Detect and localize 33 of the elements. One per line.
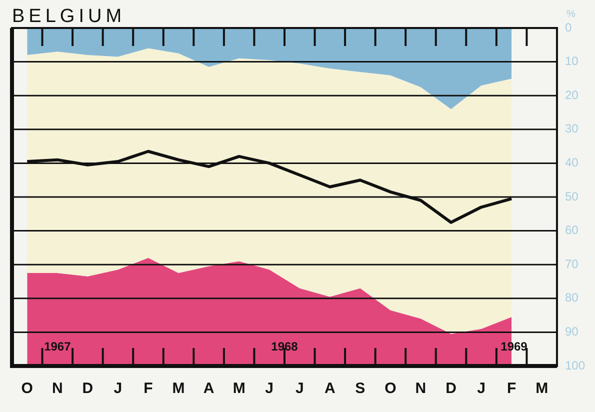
chart-title: BELGIUM xyxy=(12,6,126,28)
y-tick-label: 70 xyxy=(564,256,579,271)
y-tick-label: 0 xyxy=(564,20,572,34)
x-tick-label: S xyxy=(355,380,366,398)
x-tick-label: M xyxy=(172,380,185,398)
x-tick-label: D xyxy=(82,380,94,398)
y-tick-label: 60 xyxy=(564,223,579,238)
y-tick-label: 80 xyxy=(564,290,579,305)
y-tick-label: 20 xyxy=(564,88,579,102)
x-tick-label: M xyxy=(232,380,246,398)
y-tick-label: 50 xyxy=(564,189,579,204)
y-tick-label: 40 xyxy=(564,156,579,170)
x-tick-label: J xyxy=(265,380,274,398)
x-tick-label: J xyxy=(114,380,122,398)
x-tick-label: M xyxy=(536,380,548,398)
x-tick-label: F xyxy=(144,380,153,398)
annotation: 1967 xyxy=(44,339,72,354)
y-tick-label: 100 xyxy=(564,358,586,372)
x-tick-label: O xyxy=(384,380,397,398)
annotation: 1968 xyxy=(271,339,298,354)
y-tick-label: 10 xyxy=(564,54,579,68)
x-tick-label: N xyxy=(415,380,426,398)
x-tick-label: A xyxy=(203,380,214,398)
y-tick-label: 90 xyxy=(564,324,579,339)
x-tick-label: N xyxy=(52,380,63,398)
x-tick-label: A xyxy=(324,380,336,398)
y-axis-title: % xyxy=(566,8,576,20)
x-tick-label: J xyxy=(295,380,304,398)
x-tick-label: F xyxy=(506,380,516,398)
x-tick-label: O xyxy=(21,380,34,398)
y-tick-label: 30 xyxy=(564,122,579,136)
x-tick-label: D xyxy=(446,380,457,398)
x-tick-label: J xyxy=(477,380,486,398)
